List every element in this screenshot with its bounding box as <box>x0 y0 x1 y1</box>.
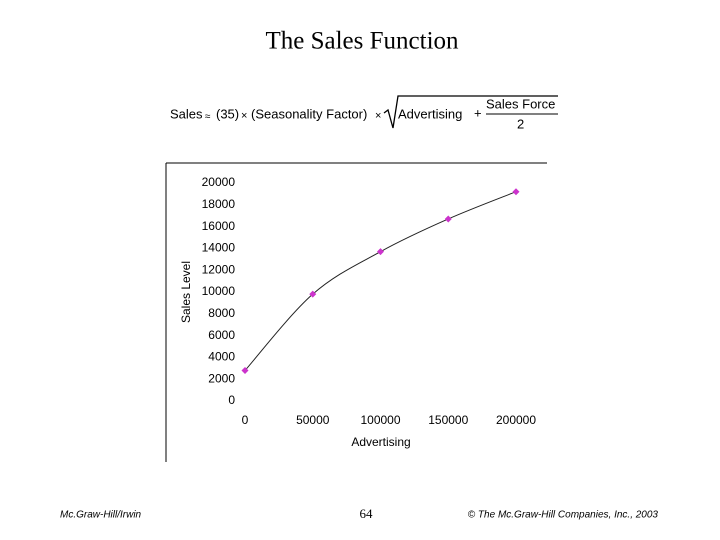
formula-text: Sales Force <box>486 96 555 111</box>
x-tick-label: 200000 <box>496 413 536 427</box>
data-point <box>444 215 452 223</box>
slide-title: The Sales Function <box>265 28 459 55</box>
series-line <box>244 191 517 371</box>
y-axis-label: Sales Level <box>179 261 193 323</box>
formula-text: × <box>375 110 381 122</box>
y-tick-label: 14000 <box>202 241 236 255</box>
y-tick-label: 10000 <box>202 284 236 298</box>
data-point <box>241 366 249 374</box>
y-tick-label: 12000 <box>202 262 236 276</box>
formula-text: Sales <box>170 106 203 121</box>
y-tick-label: 18000 <box>202 197 236 211</box>
page-number: 64 <box>360 506 374 521</box>
formula-text: × <box>241 110 247 122</box>
y-tick-label: 6000 <box>208 328 235 342</box>
x-tick-label: 0 <box>242 413 249 427</box>
y-tick-label: 8000 <box>208 306 235 320</box>
formula-text: (Seasonality Factor) <box>251 106 367 121</box>
x-tick-label: 150000 <box>428 413 468 427</box>
footer-left: Mc.Graw-Hill/Irwin <box>60 510 142 521</box>
x-axis-label: Advertising <box>351 435 410 449</box>
x-tick-label: 50000 <box>296 413 330 427</box>
formula-text: (35) <box>216 106 239 121</box>
data-point <box>512 188 520 196</box>
data-point <box>309 290 317 298</box>
formula-text: Advertising <box>398 106 462 121</box>
data-point <box>377 248 384 256</box>
y-tick-label: 20000 <box>202 175 236 189</box>
sqrt-sign <box>383 95 558 129</box>
formula-text: 2 <box>517 116 524 131</box>
y-tick-label: 2000 <box>208 371 235 385</box>
y-tick-label: 4000 <box>208 350 235 364</box>
y-tick-label: 0 <box>228 393 235 407</box>
formula-text: ≈ <box>205 112 211 123</box>
formula: Sales ≈ (35) × (Seasonality Factor) × Ad… <box>170 95 558 131</box>
formula-text: + <box>474 105 482 120</box>
x-tick-label: 100000 <box>360 413 400 427</box>
y-tick-label: 16000 <box>202 219 236 233</box>
footer-right: © The Mc.Graw-Hill Companies, Inc., 2003 <box>468 510 659 521</box>
